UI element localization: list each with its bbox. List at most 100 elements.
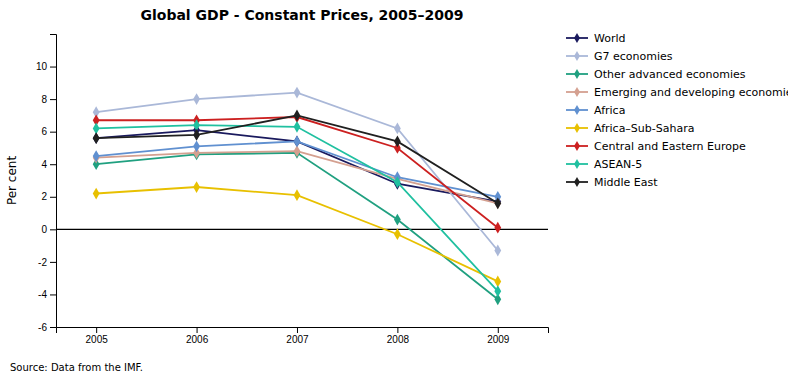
legend-marker <box>574 159 580 169</box>
plot-area: 2005 2006 2007 2008 2009 -6 -4 -2 0 2 4 6 8 10 <box>36 35 549 346</box>
chart: 2005 2006 2007 2008 2009 -6 -4 -2 0 2 4 6 8 10 Global … <box>0 0 788 379</box>
legend-marker <box>574 105 580 115</box>
y-tick-label: 2 <box>41 191 47 202</box>
y-tick-mark <box>50 132 56 133</box>
y-tick: 6 <box>41 126 56 137</box>
y-tick-mark <box>50 99 56 100</box>
series-marker <box>494 245 501 257</box>
legend-label: Central and Eastern Europe <box>594 140 746 153</box>
y-tick: 0 <box>41 224 56 235</box>
legend-label: G7 economies <box>594 50 673 63</box>
zero-line <box>56 229 548 230</box>
x-tick-label: 2007 <box>286 334 309 345</box>
y-tick-label: -6 <box>38 322 47 333</box>
source-note: Source: Data from the IMF. <box>10 362 143 373</box>
y-tick-label: 6 <box>41 126 47 137</box>
legend-marker <box>574 33 580 43</box>
legend-label: ASEAN-5 <box>594 158 642 171</box>
legend-marker <box>574 141 580 151</box>
y-tick-label: 10 <box>36 61 48 72</box>
y-tick-label: -4 <box>38 289 47 300</box>
series-marker <box>394 136 401 148</box>
series-marker <box>193 93 200 105</box>
y-label: Per cent <box>5 156 19 206</box>
x-tick-label: 2005 <box>86 334 109 345</box>
y-tick-mark <box>50 197 56 198</box>
series-marker <box>93 150 100 162</box>
series-marker <box>193 140 200 152</box>
x-tick: 2009 <box>487 327 510 345</box>
series-line <box>96 125 498 291</box>
legend-label: Emerging and developing economies <box>594 86 788 99</box>
legend-label: Africa–Sub-Sahara <box>594 122 694 135</box>
legend-item: World <box>566 32 626 45</box>
series-marker <box>394 176 401 188</box>
series-marker <box>294 136 301 148</box>
x-tick-label: 2006 <box>186 334 209 345</box>
y-axis: -6 -4 -2 0 2 4 6 8 10 <box>36 35 57 333</box>
series-marker <box>294 110 301 122</box>
y-tick-mark <box>50 262 56 263</box>
x-tick-label: 2008 <box>387 334 410 345</box>
series-marker <box>494 197 501 209</box>
x-tick: 2005 <box>86 327 109 345</box>
legend-marker <box>574 177 580 187</box>
legend-label: Africa <box>594 104 625 117</box>
series-line <box>96 141 498 196</box>
y-tick-label: 8 <box>41 94 47 105</box>
legend-item: Emerging and developing economies <box>566 86 788 99</box>
series-marker <box>193 181 200 193</box>
x-tick-mark <box>498 327 499 333</box>
x-tick-label: 2009 <box>487 334 510 345</box>
legend-item: ASEAN-5 <box>566 158 642 171</box>
y-tick: 10 <box>36 61 56 72</box>
legend-item: G7 economies <box>566 50 673 63</box>
legend-item: Middle East <box>566 176 658 189</box>
x-axis: 2005 2006 2007 2008 2009 <box>57 327 549 345</box>
y-tick-mark <box>50 67 56 68</box>
series-marker <box>394 123 401 135</box>
legend-item: Central and Eastern Europe <box>566 140 746 153</box>
y-tick-label: -2 <box>38 257 47 268</box>
legend-item: Africa <box>566 104 625 117</box>
x-tick: 2007 <box>286 327 309 345</box>
legend-marker <box>574 123 580 133</box>
y-tick: -2 <box>38 257 56 268</box>
y-axis-line <box>50 35 57 328</box>
series-line <box>96 187 498 281</box>
series-marker <box>494 197 501 209</box>
legend-item: Africa–Sub-Sahara <box>566 122 694 135</box>
legend-marker <box>574 51 580 61</box>
legend-marker <box>574 87 580 97</box>
series-line <box>96 117 498 228</box>
y-tick-mark <box>50 164 56 165</box>
x-tick-mark <box>397 327 398 333</box>
legend: World G7 economies Other advanced economie… <box>566 32 788 189</box>
series-marker <box>394 228 401 240</box>
series-line <box>96 115 498 203</box>
x-axis-line <box>57 328 549 334</box>
legend-marker <box>574 69 580 79</box>
x-tick-mark <box>297 327 298 333</box>
series-marker <box>294 87 301 99</box>
y-tick-mark <box>50 327 56 328</box>
y-tick-mark <box>50 294 56 295</box>
series-marker <box>93 132 100 144</box>
series-marker <box>294 189 301 201</box>
legend-label: World <box>594 32 626 45</box>
title: Global GDP - Constant Prices, 2005–2009 <box>140 7 463 23</box>
x-tick: 2008 <box>387 327 410 345</box>
series-marker <box>93 132 100 144</box>
x-tick: 2006 <box>186 327 209 345</box>
series-marker <box>494 285 501 297</box>
legend-label: Other advanced economies <box>594 68 746 81</box>
legend-label: Middle East <box>594 176 658 189</box>
series-marker <box>294 136 301 148</box>
y-tick: 4 <box>41 159 56 170</box>
y-tick: 8 <box>41 94 56 105</box>
y-tick: -4 <box>38 289 56 300</box>
legend-item: Other advanced economies <box>566 68 746 81</box>
series-marker <box>193 129 200 141</box>
series-marker <box>294 121 301 133</box>
y-tick: 2 <box>41 191 56 202</box>
